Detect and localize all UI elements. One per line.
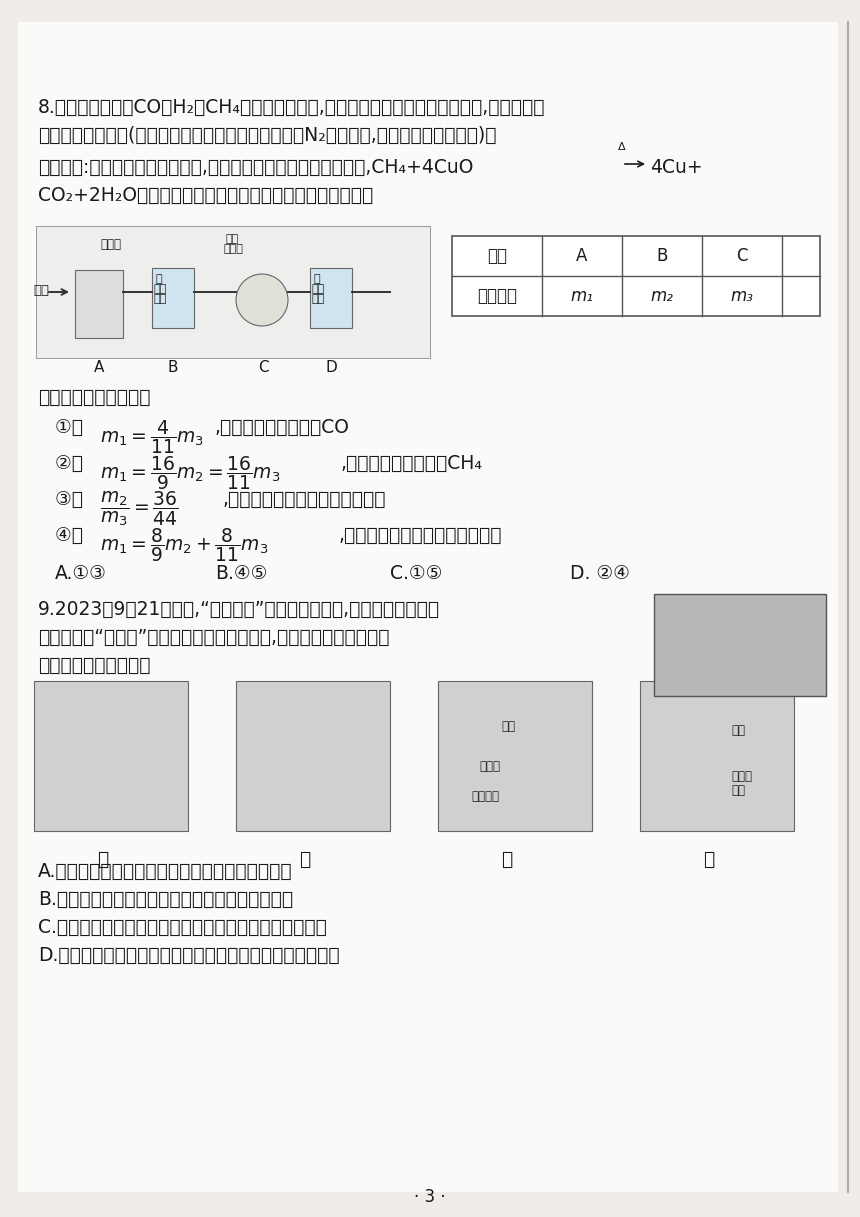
Text: $m_1=\dfrac{8}{9}m_2+\dfrac{8}{11}m_3$: $m_1=\dfrac{8}{9}m_2+\dfrac{8}{11}m_3$ — [100, 526, 268, 563]
Text: 玻璃板: 玻璃板 — [479, 759, 500, 773]
Text: 丁: 丁 — [703, 849, 715, 869]
Text: B.图乙中，盛夏时节，四溢的花香引来了长喂天蛾: B.图乙中，盛夏时节，四溢的花香引来了长喂天蛾 — [38, 890, 293, 909]
Text: m₂: m₂ — [650, 287, 673, 305]
Text: A: A — [94, 360, 104, 375]
Text: C.①⑤: C.①⑤ — [390, 563, 442, 583]
Text: B: B — [168, 360, 178, 375]
Text: 空用水做的“乒专球”能形成一个球而不会散开,如图所示。下列现象中: 空用水做的“乒专球”能形成一个球而不会散开,如图所示。下列现象中 — [38, 628, 390, 647]
Text: 硫酸: 硫酸 — [311, 295, 324, 304]
FancyBboxPatch shape — [452, 236, 820, 316]
Text: ,则该气体可能的组成情况有两种: ,则该气体可能的组成情况有两种 — [222, 490, 385, 509]
Text: m₁: m₁ — [570, 287, 593, 305]
FancyBboxPatch shape — [36, 226, 430, 358]
Text: 溶液: 溶液 — [731, 784, 745, 797]
Text: ①若: ①若 — [55, 417, 89, 437]
FancyBboxPatch shape — [640, 682, 794, 831]
FancyBboxPatch shape — [310, 268, 352, 329]
Text: 硫酸: 硫酸 — [153, 295, 166, 304]
Text: 9.2023年9月21日下午,“天寫课堂”第四课正式开讲,航天员桂海潮在太: 9.2023年9月21日下午,“天寫课堂”第四课正式开讲,航天员桂海潮在太 — [38, 600, 440, 619]
Text: 丙: 丙 — [501, 849, 513, 869]
Text: 查阅资料:浓硫酸有很好的吸水性,碘石灰固体能吸收水和二氧化碳,CH₄+4CuO: 查阅资料:浓硫酸有很好的吸水性,碘石灰固体能吸收水和二氧化碳,CH₄+4CuO — [38, 158, 473, 176]
Text: · 3 ·: · 3 · — [415, 1188, 445, 1206]
Text: 与该现象原理相同的是: 与该现象原理相同的是 — [38, 656, 150, 675]
Text: 足量: 足量 — [311, 284, 324, 295]
Circle shape — [236, 274, 288, 326]
Text: D.图丁中，清水与硫酸锂溶液的界面在静放几天后变得模糊: D.图丁中，清水与硫酸锂溶液的界面在静放几天后变得模糊 — [38, 946, 340, 965]
FancyBboxPatch shape — [75, 270, 123, 338]
Text: 氧化铜: 氧化铜 — [100, 239, 121, 251]
Text: A.①③: A.①③ — [55, 563, 107, 583]
Text: B: B — [656, 247, 667, 265]
Text: C: C — [258, 360, 268, 375]
Text: ,则该气体中一定只有CO: ,则该气体中一定只有CO — [215, 417, 350, 437]
FancyBboxPatch shape — [654, 594, 826, 696]
Text: ③若: ③若 — [55, 490, 89, 509]
Text: 乙: 乙 — [299, 849, 310, 869]
FancyBboxPatch shape — [34, 682, 188, 831]
Text: 碘石灰: 碘石灰 — [224, 243, 244, 254]
Text: D. ②④: D. ②④ — [570, 563, 630, 583]
Text: A: A — [576, 247, 587, 265]
Text: 二氧化氮: 二氧化氮 — [471, 790, 499, 803]
Text: 足量: 足量 — [226, 234, 239, 243]
Text: C.图丙中，抜掉玻璃板后，两个瓶子内的气会混合在一起: C.图丙中，抜掉玻璃板后，两个瓶子内的气会混合在一起 — [38, 918, 327, 937]
FancyBboxPatch shape — [18, 22, 838, 1191]
Text: 8.某气体可能含有CO、H₂、CH₄中的一种或几种,化学小组同学为了确定气体成分,设计如图所: 8.某气体可能含有CO、H₂、CH₄中的一种或几种,化学小组同学为了确定气体成分… — [38, 99, 545, 117]
Text: 甲: 甲 — [97, 849, 108, 869]
Text: $m_1=\dfrac{4}{11}m_3$: $m_1=\dfrac{4}{11}m_3$ — [100, 417, 204, 456]
FancyBboxPatch shape — [236, 682, 390, 831]
FancyBboxPatch shape — [438, 682, 592, 831]
Text: C: C — [736, 247, 747, 265]
Text: 足量: 足量 — [153, 284, 166, 295]
Text: 下列说法中，正确的是: 下列说法中，正确的是 — [38, 388, 150, 406]
Text: Δ: Δ — [618, 142, 626, 152]
Text: 空气: 空气 — [501, 720, 515, 733]
Text: 浓: 浓 — [155, 274, 162, 284]
Text: 浓: 浓 — [313, 274, 320, 284]
Text: 硫酸锂: 硫酸锂 — [731, 770, 752, 783]
Text: 示装置并进行实验(装置气密性良好且实验前后均通入N₂一段时间,试剂足量且反应充分)。: 示装置并进行实验(装置气密性良好且实验前后均通入N₂一段时间,试剂足量且反应充分… — [38, 127, 496, 145]
Text: D: D — [325, 360, 337, 375]
Text: ,则该气体可能的组成情况有四种: ,则该气体可能的组成情况有四种 — [338, 526, 501, 545]
Text: 质量变化: 质量变化 — [477, 287, 517, 305]
Text: $\dfrac{m_2}{m_3}=\dfrac{36}{44}$: $\dfrac{m_2}{m_3}=\dfrac{36}{44}$ — [100, 490, 178, 528]
FancyBboxPatch shape — [152, 268, 194, 329]
Text: ④若: ④若 — [55, 526, 89, 545]
Text: 气体: 气体 — [33, 284, 49, 297]
Text: 清水: 清水 — [731, 724, 745, 738]
Text: B.④⑤: B.④⑤ — [215, 563, 267, 583]
Text: 装置: 装置 — [487, 247, 507, 265]
Text: ②若: ②若 — [55, 454, 89, 473]
Text: $m_1=\dfrac{16}{9}m_2=\dfrac{16}{11}m_3$: $m_1=\dfrac{16}{9}m_2=\dfrac{16}{11}m_3$ — [100, 454, 280, 492]
Text: CO₂+2H₂O。实验结束后测得各装置质量变化如下表所示：: CO₂+2H₂O。实验结束后测得各装置质量变化如下表所示： — [38, 186, 373, 204]
Text: ,则该气体中一定只有CH₄: ,则该气体中一定只有CH₄ — [340, 454, 482, 473]
Text: 4Cu+: 4Cu+ — [650, 158, 703, 176]
Text: A.图甲中，紧压在一起的两个铅柱没有被重物拉开: A.图甲中，紧压在一起的两个铅柱没有被重物拉开 — [38, 862, 292, 881]
Text: m₃: m₃ — [730, 287, 753, 305]
